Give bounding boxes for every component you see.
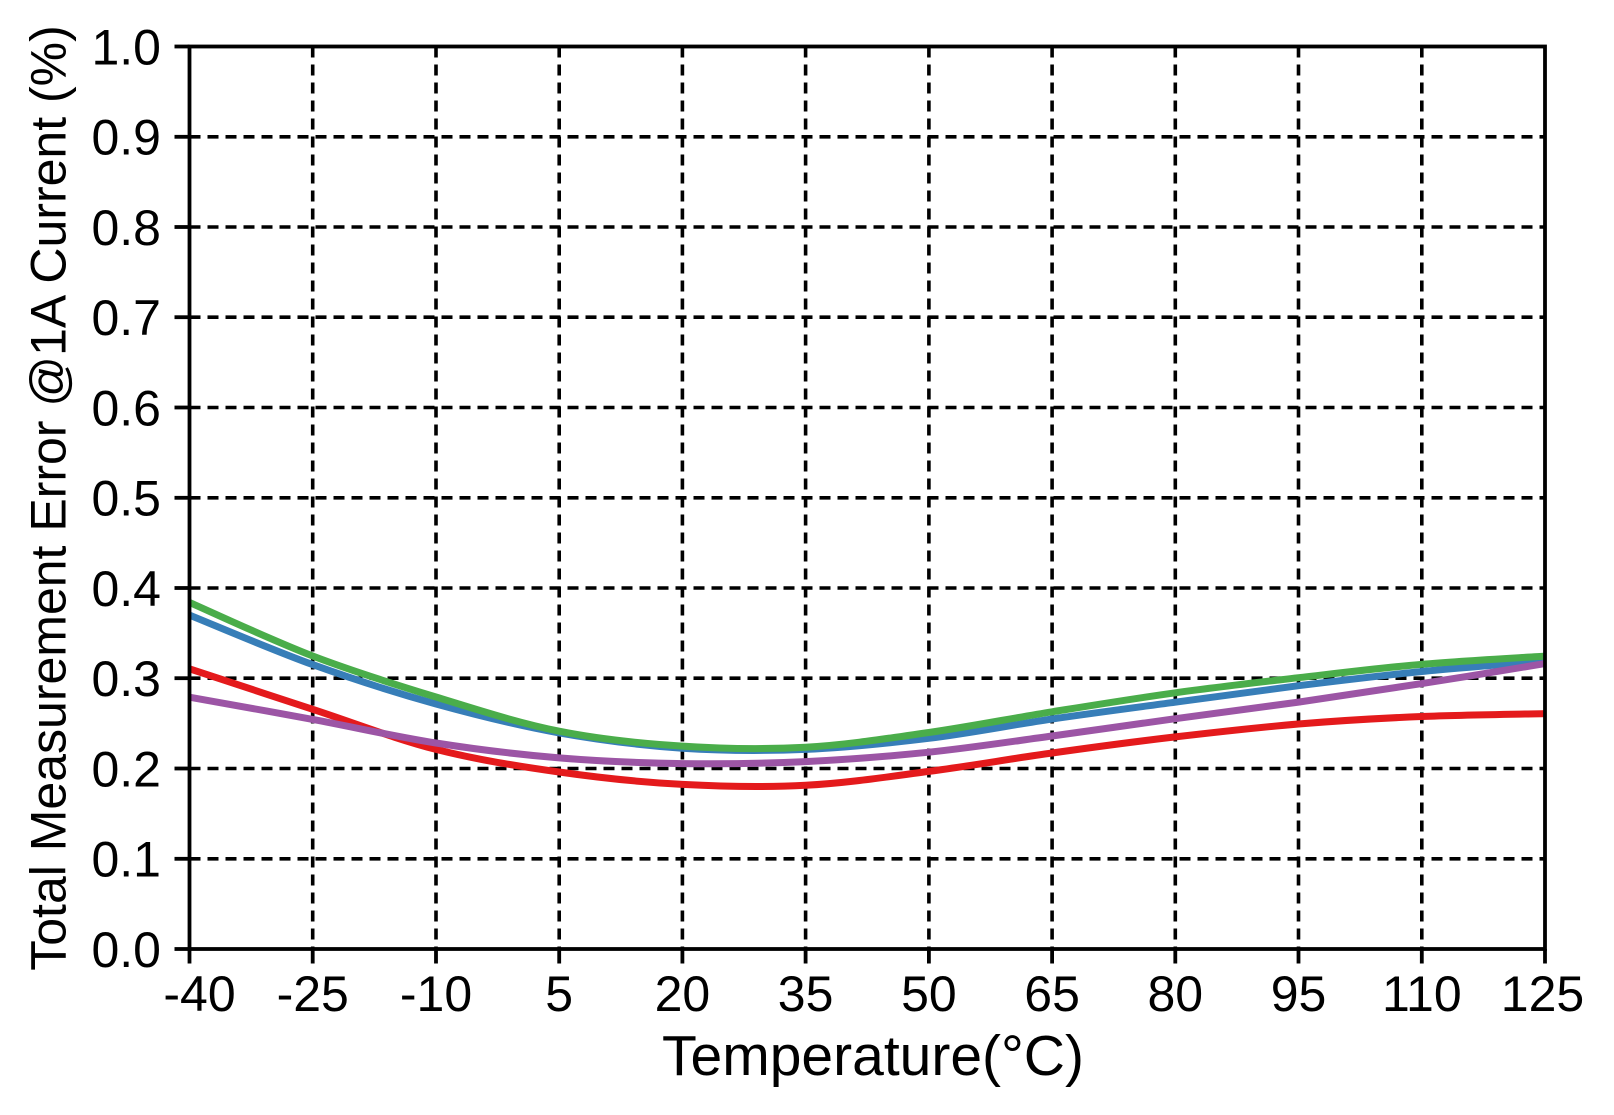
svg-text:125: 125: [1501, 966, 1584, 1022]
svg-text:5: 5: [545, 966, 573, 1022]
svg-text:0.5: 0.5: [91, 471, 161, 527]
svg-text:0.8: 0.8: [91, 200, 161, 256]
svg-text:20: 20: [655, 966, 711, 1022]
svg-text:80: 80: [1147, 966, 1203, 1022]
svg-text:0.3: 0.3: [91, 651, 161, 707]
svg-text:50: 50: [901, 966, 957, 1022]
svg-text:1.0: 1.0: [91, 19, 161, 75]
svg-text:0.9: 0.9: [91, 110, 161, 166]
svg-text:35: 35: [778, 966, 834, 1022]
svg-text:0.4: 0.4: [91, 561, 161, 617]
svg-text:0.0: 0.0: [91, 922, 161, 978]
svg-text:95: 95: [1271, 966, 1327, 1022]
svg-text:Total Measurement Error @1A Cu: Total Measurement Error @1A Current (%): [21, 25, 77, 971]
svg-text:0.1: 0.1: [91, 832, 161, 888]
svg-text:-25: -25: [277, 966, 349, 1022]
svg-text:0.2: 0.2: [91, 741, 161, 797]
svg-text:Temperature(°C): Temperature(°C): [662, 1024, 1084, 1088]
svg-text:-10: -10: [400, 966, 472, 1022]
svg-text:65: 65: [1024, 966, 1080, 1022]
svg-text:-40: -40: [163, 966, 235, 1022]
svg-text:0.6: 0.6: [91, 380, 161, 436]
svg-text:110: 110: [1382, 966, 1462, 1022]
svg-text:0.7: 0.7: [91, 290, 161, 346]
